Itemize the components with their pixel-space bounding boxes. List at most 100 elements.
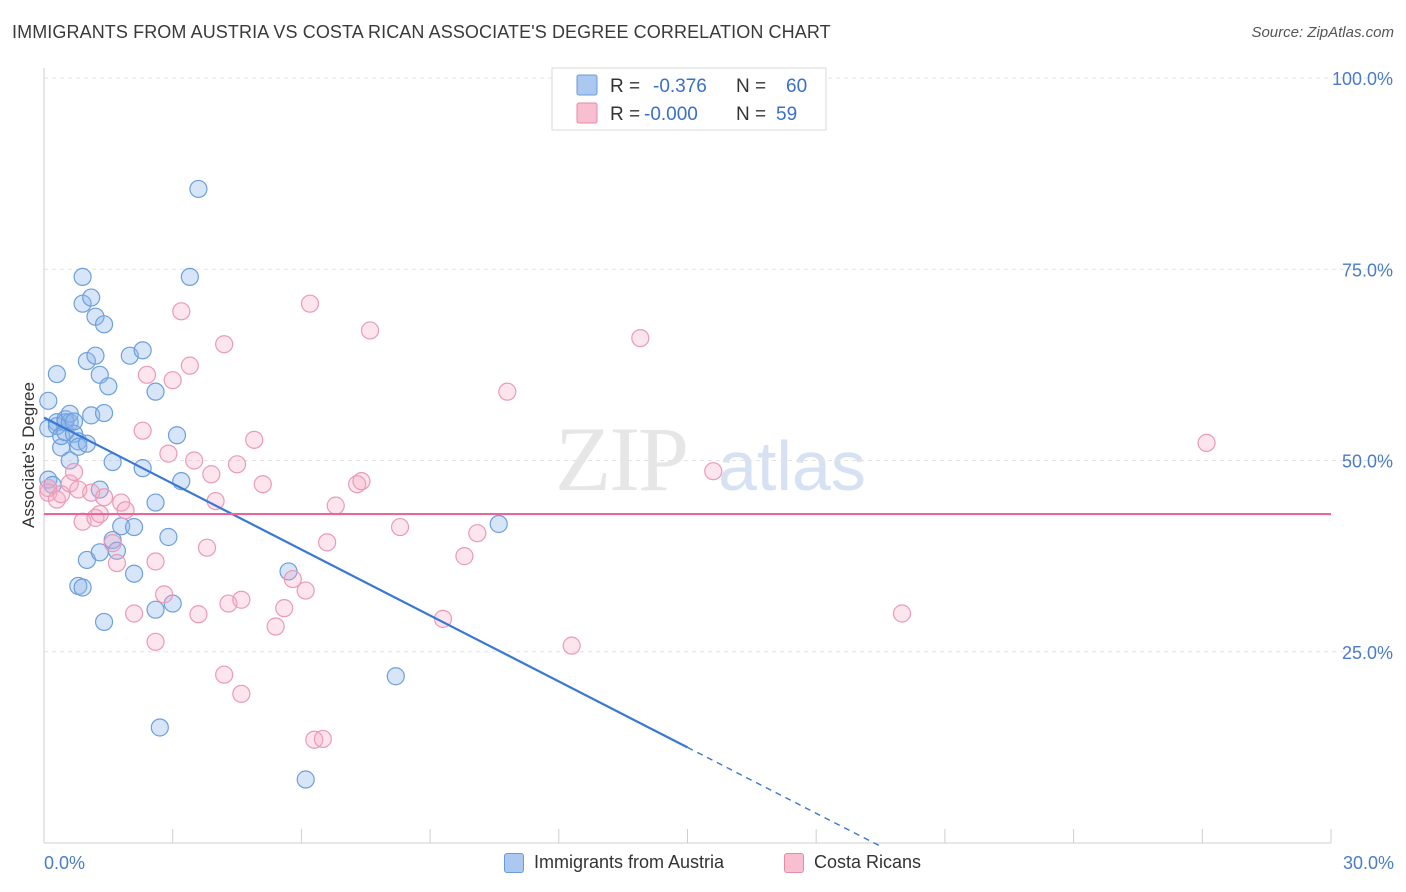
series-austria (39, 179, 508, 789)
data-point (82, 288, 101, 307)
data-point (172, 302, 191, 321)
data-point (73, 578, 92, 597)
data-point (124, 564, 144, 583)
data-point (99, 377, 118, 396)
data-point (227, 455, 247, 474)
y-axis-label: Associate's Degree (19, 382, 38, 528)
data-point (133, 421, 152, 440)
data-point (498, 382, 517, 401)
data-point (489, 514, 508, 534)
y-tick-label-75: 75.0% (1342, 260, 1393, 280)
legend-label-costa-rica: Costa Ricans (814, 852, 922, 872)
legend-n-value-0: 60 (786, 76, 807, 97)
legend-swatch-costa-rica (576, 102, 598, 124)
data-point (189, 605, 208, 624)
legend-item-costa-rica[interactable]: Costa Ricans (784, 852, 921, 873)
data-point (64, 462, 84, 482)
data-point (159, 527, 178, 547)
data-point (296, 770, 315, 789)
data-point (704, 462, 723, 481)
data-point (189, 179, 208, 199)
data-point (253, 475, 272, 494)
data-point (77, 351, 97, 371)
data-point (60, 451, 79, 470)
data-point (124, 604, 144, 623)
legend-r-label-1: R = (610, 104, 640, 125)
data-point (360, 321, 380, 340)
data-point (94, 612, 114, 632)
data-point (232, 684, 251, 703)
data-point (94, 488, 114, 507)
y-tick-label-100: 100.0% (1332, 69, 1393, 89)
data-point (455, 547, 474, 566)
legend-box (551, 67, 827, 131)
legend-label-austria: Immigrants from Austria (534, 852, 725, 872)
data-point (300, 294, 320, 313)
watermark-zip: ZIP (555, 408, 687, 510)
data-point (167, 426, 187, 445)
data-point (390, 517, 410, 537)
data-point (215, 665, 234, 684)
legend-r-value-1: -0.000 (644, 104, 698, 125)
data-point (155, 585, 174, 604)
data-point (116, 501, 135, 520)
x-tick-label-30: 30.0% (1343, 853, 1394, 873)
data-point (892, 604, 912, 623)
data-point (146, 493, 165, 512)
chart-source: Source: ZipAtlas.com (1251, 24, 1394, 41)
watermark: ZIP atlas (555, 408, 866, 510)
legend-swatch-blue (504, 852, 524, 873)
legend-item-austria[interactable]: Immigrants from Austria (504, 852, 724, 873)
data-point (64, 412, 84, 431)
legend-swatch-pink (784, 852, 804, 873)
data-point (124, 517, 144, 537)
data-point (47, 364, 66, 384)
data-point (386, 667, 405, 686)
data-point (146, 632, 165, 651)
data-point (39, 391, 58, 410)
data-point (159, 444, 178, 463)
chart-title: IMMIGRANTS FROM AUSTRIA VS COSTA RICAN A… (12, 22, 831, 42)
data-point (146, 382, 165, 401)
data-point (232, 590, 251, 609)
watermark-atlas: atlas (718, 427, 866, 505)
data-point (94, 403, 114, 423)
x-tick-label-0: 0.0% (44, 853, 85, 873)
data-point (163, 371, 182, 390)
data-point (180, 356, 199, 375)
data-point (468, 524, 487, 543)
data-point (133, 341, 152, 360)
data-point (275, 599, 294, 618)
data-point (202, 465, 221, 484)
data-point (180, 267, 199, 286)
gridlines: 25.0% 50.0% 75.0% 100.0% (44, 69, 1393, 663)
data-point (137, 365, 157, 384)
data-point (283, 569, 302, 589)
bottom-legend: Immigrants from Austria Costa Ricans (0, 852, 1406, 878)
series-costa-rica (39, 294, 1216, 749)
data-point (73, 267, 92, 286)
trendlines (43, 416, 1331, 847)
y-tick-label-25: 25.0% (1342, 643, 1393, 663)
data-point (313, 729, 332, 749)
trendline-austria (43, 416, 689, 749)
data-point (318, 533, 337, 552)
data-point (86, 346, 105, 365)
legend-r-value-0: -0.376 (653, 76, 707, 97)
data-point (296, 581, 315, 600)
data-point (1197, 433, 1216, 453)
data-point (107, 553, 127, 573)
legend-n-label-0: N = (736, 76, 766, 97)
legend-swatch-austria (576, 74, 598, 96)
axes (43, 68, 1332, 844)
y-tick-label-50: 50.0% (1342, 452, 1393, 472)
data-point (245, 430, 264, 449)
data-point (146, 600, 165, 619)
data-point (562, 636, 581, 655)
data-point (94, 315, 114, 334)
data-point (206, 491, 225, 511)
data-point (631, 329, 650, 348)
data-point (197, 538, 217, 557)
stats-legend: R = -0.376 N = 60 R = -0.000 N = 59 (551, 67, 827, 131)
